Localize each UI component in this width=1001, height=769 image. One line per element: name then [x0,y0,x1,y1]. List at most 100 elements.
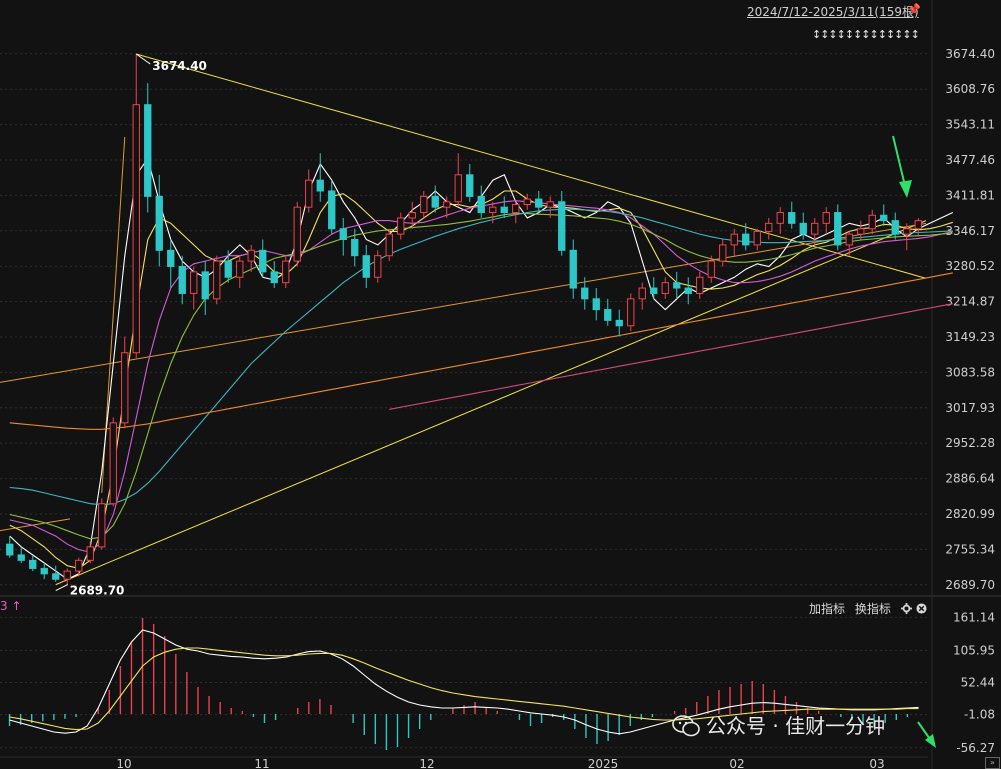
candle-body[interactable] [305,179,313,208]
candle-body[interactable] [615,319,623,327]
candle-body[interactable] [259,249,267,273]
candle-body[interactable] [638,287,646,300]
candle-body[interactable] [155,195,163,251]
candle-body[interactable] [788,212,796,224]
gear-icon[interactable] [900,603,912,614]
candle-body[interactable] [328,190,336,230]
candle-body[interactable] [604,309,612,321]
candle-body[interactable] [834,212,842,246]
candle-body[interactable] [569,249,577,289]
ma30-line [9,213,953,540]
candle-body[interactable] [109,422,117,505]
candle-body[interactable] [86,546,94,561]
candle-body[interactable] [523,198,531,205]
candle-body[interactable] [178,265,186,294]
candle-body[interactable] [339,228,347,241]
candle-body[interactable] [489,206,497,214]
candle-body[interactable] [443,201,451,208]
candle-body[interactable] [63,570,71,580]
candle-body[interactable] [661,282,669,294]
candle-body[interactable] [236,260,244,278]
x-tick-label: 11 [254,757,269,769]
candle-body[interactable] [75,559,83,572]
candle-body[interactable] [822,212,830,224]
candle-body[interactable] [190,271,198,294]
candle-body[interactable] [454,174,462,203]
y-tick-label: 2755.34 [945,542,995,556]
candle-body[interactable] [765,222,773,232]
candle-body[interactable] [500,206,508,214]
candle-body[interactable] [385,233,393,257]
candle-body[interactable] [868,214,876,230]
candle-body[interactable] [374,255,382,278]
high-pointer [135,53,151,65]
candle-body[interactable] [891,220,899,235]
candle-body[interactable] [845,233,853,246]
candle-body[interactable] [880,214,888,222]
candle-body[interactable] [857,228,865,235]
candle-body[interactable] [546,201,554,208]
candle-body[interactable] [719,244,727,262]
candle-body[interactable] [282,260,290,284]
candle-body[interactable] [98,503,106,548]
candle-body[interactable] [512,203,520,214]
candle-body[interactable] [29,559,37,569]
candle-body[interactable] [201,271,209,300]
candle-body[interactable] [753,230,761,246]
candle-body[interactable] [420,195,428,214]
candle-body[interactable] [40,567,48,575]
wechat-icon [672,715,700,737]
candle-body[interactable] [52,573,60,580]
candle-body[interactable] [558,201,566,251]
candle-body[interactable] [431,195,439,208]
watermark: 公众号 · 佳财一分钟 [672,710,885,739]
macd-tick-label: 105.95 [953,643,995,657]
candle-body[interactable] [224,260,232,278]
candle-body[interactable] [592,298,600,311]
candle-body[interactable] [799,222,807,235]
candle-body[interactable] [132,104,140,354]
candle-body[interactable] [247,249,255,262]
candle-body[interactable] [696,276,704,294]
candle-body[interactable] [627,298,635,327]
candle-body[interactable] [776,212,784,224]
high-price-label: 3674.40 [152,59,207,73]
candle-body[interactable] [673,282,681,289]
candle-body[interactable] [362,255,370,278]
candle-body[interactable] [811,222,819,235]
candle-body[interactable] [293,206,301,262]
candle-body[interactable] [397,217,405,235]
candle-body[interactable] [213,260,221,300]
candle-body[interactable] [6,543,14,556]
candle-body[interactable] [742,233,750,246]
candle-body[interactable] [914,220,922,230]
candle-body[interactable] [650,287,658,294]
switch-indicator-button[interactable]: 换指标 [854,602,891,616]
pin-icon[interactable]: 📌 [907,3,921,16]
macd-dif-line [9,629,919,735]
candle-body[interactable] [408,212,416,219]
date-range-label[interactable]: 2024/7/12-2025/3/11(159根) [747,5,919,19]
expand-icon[interactable]: » [985,757,1000,769]
candle-body[interactable] [316,179,324,192]
candle-body[interactable] [466,174,474,197]
candle-body[interactable] [144,104,152,197]
candle-body[interactable] [121,352,129,424]
candle-body[interactable] [17,554,25,561]
x-tick-label: 2025 [588,757,619,769]
close-icon[interactable] [915,603,927,614]
ma5-line [9,157,954,580]
add-indicator-button[interactable]: 加指标 [809,602,846,616]
candle-body[interactable] [581,287,589,300]
candle-body[interactable] [351,239,359,257]
candle-body[interactable] [477,195,485,214]
candle-body[interactable] [903,228,911,235]
candle-body[interactable] [730,233,738,246]
candle-body[interactable] [684,287,692,294]
candle-body[interactable] [707,260,715,278]
scale-arrows[interactable]: ↕↕↕↕↕↕↕↕↕↕↕↕↕ [812,28,920,41]
candle-body[interactable] [535,198,543,208]
candle-body[interactable] [167,249,175,267]
candle-body[interactable] [270,271,278,284]
